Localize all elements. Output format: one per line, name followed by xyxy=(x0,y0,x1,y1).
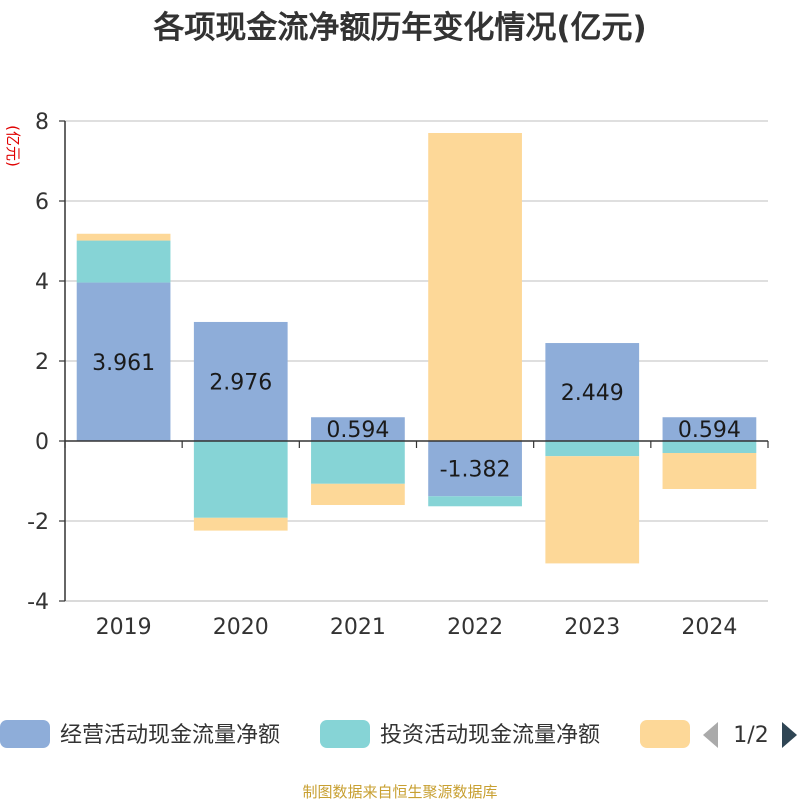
value-label: 2.976 xyxy=(209,370,272,395)
value-label: -1.382 xyxy=(440,458,511,483)
y-axis-unit: (亿元) xyxy=(4,125,22,167)
y-tick-label: 4 xyxy=(35,270,49,295)
axes: -4 -2 0 2 4 6 8 2019 2020 2021 2022 2023 2024 xyxy=(27,110,769,640)
bar-financing-2023[interactable] xyxy=(545,456,640,564)
source-note: 制图数据来自恒生聚源数据库 xyxy=(302,783,497,800)
x-tick-label: 2019 xyxy=(96,615,152,640)
triangle-right-icon[interactable] xyxy=(782,722,797,748)
chart-title: 各项现金流净额历年变化情况(亿元) xyxy=(152,10,646,46)
data-labels: 3.961 2.976 0.594 -1.382 2.449 0.594 xyxy=(92,351,741,483)
value-label: 0.594 xyxy=(326,418,389,443)
bar-financing-2021[interactable] xyxy=(311,483,405,505)
bar-operating-2021[interactable] xyxy=(311,417,405,441)
bar-financing-2020[interactable] xyxy=(193,517,288,531)
bar-operating-2024[interactable] xyxy=(662,417,757,441)
bar-investing-2019[interactable] xyxy=(76,240,171,283)
legend-swatch-0[interactable] xyxy=(0,720,50,748)
legend-label-0[interactable]: 经营活动现金流量净额 xyxy=(60,723,280,748)
y-tick-label: 2 xyxy=(35,350,49,375)
legend-label-1[interactable]: 投资活动现金流量净额 xyxy=(380,723,600,748)
bar-investing-2021[interactable] xyxy=(311,441,405,484)
triangle-left-icon[interactable] xyxy=(703,722,718,748)
bar-financing-2022[interactable] xyxy=(428,133,522,441)
legend-swatch-1[interactable] xyxy=(320,720,370,748)
y-tick-label: -2 xyxy=(27,510,49,535)
x-tick-label: 2021 xyxy=(330,615,386,640)
bar-financing-2019[interactable] xyxy=(76,233,171,241)
y-tick-label: -4 xyxy=(27,590,49,615)
value-label: 2.449 xyxy=(561,381,624,406)
bar-investing-2024[interactable] xyxy=(662,441,757,453)
bar-financing-2024[interactable] xyxy=(662,453,757,489)
value-label: 3.961 xyxy=(92,351,155,376)
x-tick-label: 2023 xyxy=(564,615,620,640)
bar-investing-2023[interactable] xyxy=(545,441,640,457)
bar-operating-2020[interactable] xyxy=(193,321,288,441)
bar-operating-2019[interactable] xyxy=(76,282,171,441)
bar-series xyxy=(76,133,757,564)
legend-swatch-2[interactable] xyxy=(640,720,690,748)
bar-investing-2020[interactable] xyxy=(193,441,288,518)
y-tick-label: 6 xyxy=(35,190,49,215)
bar-investing-2022[interactable] xyxy=(428,496,522,507)
y-tick-label: 8 xyxy=(35,110,49,135)
bar-operating-2023[interactable] xyxy=(545,343,640,441)
value-label: 0.594 xyxy=(678,418,741,443)
legend: 经营活动现金流量净额 投资活动现金流量净额 1/2 xyxy=(0,720,797,748)
y-tick-label: 0 xyxy=(35,430,49,455)
bar-operating-2022[interactable] xyxy=(428,441,522,497)
x-tick-label: 2020 xyxy=(213,615,269,640)
x-tick-label: 2022 xyxy=(447,615,503,640)
legend-page-indicator: 1/2 xyxy=(733,723,768,748)
x-tick-label: 2024 xyxy=(681,615,737,640)
grid-lines xyxy=(65,120,768,602)
